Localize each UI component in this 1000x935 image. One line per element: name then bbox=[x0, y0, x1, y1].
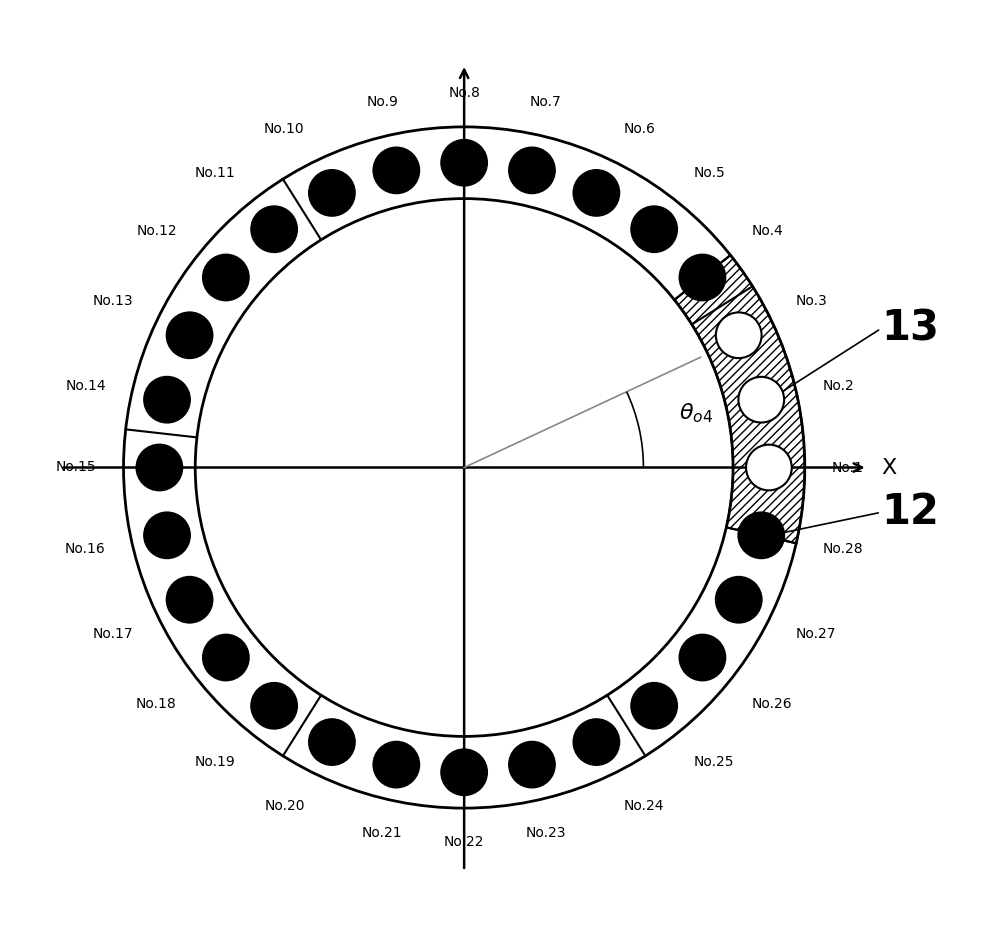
Text: No.1: No.1 bbox=[832, 461, 864, 474]
Text: No.17: No.17 bbox=[92, 627, 133, 641]
Text: No.16: No.16 bbox=[65, 542, 106, 556]
Wedge shape bbox=[674, 255, 805, 543]
Text: No.2: No.2 bbox=[822, 379, 854, 393]
Text: No.23: No.23 bbox=[526, 826, 566, 840]
Circle shape bbox=[574, 170, 619, 216]
Text: No.3: No.3 bbox=[795, 294, 827, 308]
Text: No.26: No.26 bbox=[751, 697, 792, 711]
Circle shape bbox=[746, 445, 792, 490]
Circle shape bbox=[167, 312, 212, 358]
Circle shape bbox=[309, 170, 355, 216]
Text: X: X bbox=[881, 457, 896, 478]
Text: No.4: No.4 bbox=[751, 224, 783, 238]
Circle shape bbox=[716, 312, 762, 358]
Circle shape bbox=[137, 445, 182, 490]
Circle shape bbox=[144, 377, 190, 423]
Circle shape bbox=[144, 512, 190, 558]
Circle shape bbox=[309, 719, 355, 765]
Circle shape bbox=[574, 719, 619, 765]
Text: $\theta_{o4}$: $\theta_{o4}$ bbox=[679, 401, 713, 424]
Text: 13: 13 bbox=[881, 308, 939, 350]
Text: No.21: No.21 bbox=[362, 826, 403, 840]
Circle shape bbox=[716, 577, 762, 623]
Circle shape bbox=[631, 683, 677, 728]
Text: No.20: No.20 bbox=[264, 798, 305, 813]
Text: No.18: No.18 bbox=[136, 697, 177, 711]
Circle shape bbox=[680, 635, 725, 681]
Circle shape bbox=[509, 148, 555, 194]
Circle shape bbox=[251, 207, 297, 252]
Text: No.28: No.28 bbox=[822, 542, 863, 556]
Circle shape bbox=[631, 207, 677, 252]
Text: No.8: No.8 bbox=[448, 86, 480, 100]
Circle shape bbox=[203, 254, 249, 300]
Text: No.14: No.14 bbox=[65, 379, 106, 393]
Circle shape bbox=[738, 377, 784, 423]
Text: No.10: No.10 bbox=[264, 122, 305, 137]
Text: No.12: No.12 bbox=[136, 224, 177, 238]
Text: No.19: No.19 bbox=[194, 755, 235, 769]
Circle shape bbox=[203, 635, 249, 681]
Text: No.25: No.25 bbox=[693, 755, 734, 769]
Text: No.7: No.7 bbox=[530, 95, 562, 109]
Circle shape bbox=[738, 512, 784, 558]
Text: No.15: No.15 bbox=[56, 461, 97, 474]
Circle shape bbox=[441, 140, 487, 185]
Circle shape bbox=[509, 741, 555, 787]
Text: No.22: No.22 bbox=[444, 835, 484, 849]
Text: 12: 12 bbox=[881, 491, 939, 533]
Text: No.9: No.9 bbox=[366, 95, 398, 109]
Text: No.24: No.24 bbox=[624, 798, 664, 813]
Circle shape bbox=[373, 741, 419, 787]
Circle shape bbox=[680, 254, 725, 300]
Text: No.11: No.11 bbox=[194, 166, 235, 180]
Circle shape bbox=[167, 577, 212, 623]
Text: No.13: No.13 bbox=[92, 294, 133, 308]
Text: No.5: No.5 bbox=[693, 166, 725, 180]
Circle shape bbox=[441, 750, 487, 795]
Text: No.6: No.6 bbox=[624, 122, 655, 137]
Circle shape bbox=[373, 148, 419, 194]
Circle shape bbox=[251, 683, 297, 728]
Text: No.27: No.27 bbox=[795, 627, 836, 641]
